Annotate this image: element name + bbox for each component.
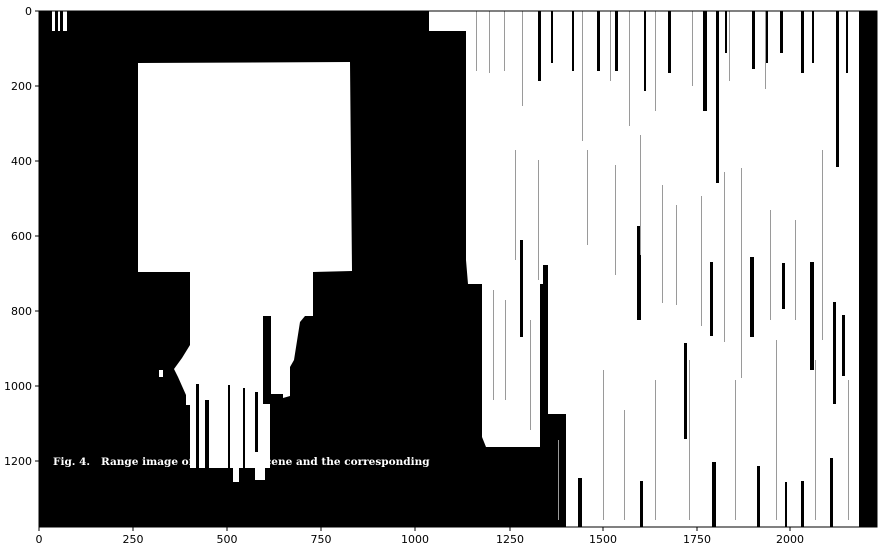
y-tick-label: 1000	[4, 380, 32, 393]
y-tick-label: 1200	[4, 455, 32, 468]
y-axis: 0 200 400 600 800 1000 1200	[4, 5, 39, 468]
figure-caption: Fig. 4. Range image of scene and the cor…	[53, 456, 430, 468]
x-tick-label: 250	[123, 533, 144, 546]
x-axis: 0 250 500 750 1000 1250 1500 1750 2000	[36, 527, 804, 546]
y-tick-label: 0	[25, 5, 32, 18]
y-tick-label: 800	[11, 305, 32, 318]
top-notches	[52, 11, 67, 31]
y-tick-label: 200	[11, 80, 32, 93]
x-tick-label: 1500	[589, 533, 617, 546]
x-tick-label: 1750	[683, 533, 711, 546]
x-tick-label: 2000	[776, 533, 804, 546]
gray-streaks	[476, 11, 849, 520]
y-tick-label: 400	[11, 155, 32, 168]
foreground-gaps	[196, 384, 258, 468]
x-tick-label: 1000	[401, 533, 429, 546]
plot-frame	[38, 10, 878, 528]
y-tick-label: 600	[11, 230, 32, 243]
x-tick-label: 750	[311, 533, 332, 546]
black-streaks	[520, 11, 877, 527]
image-plot: Fig. 4. Range image of scene and the cor…	[39, 11, 877, 527]
x-tick-label: 500	[217, 533, 238, 546]
x-tick-label: 1250	[496, 533, 524, 546]
x-tick-label: 0	[36, 533, 43, 546]
